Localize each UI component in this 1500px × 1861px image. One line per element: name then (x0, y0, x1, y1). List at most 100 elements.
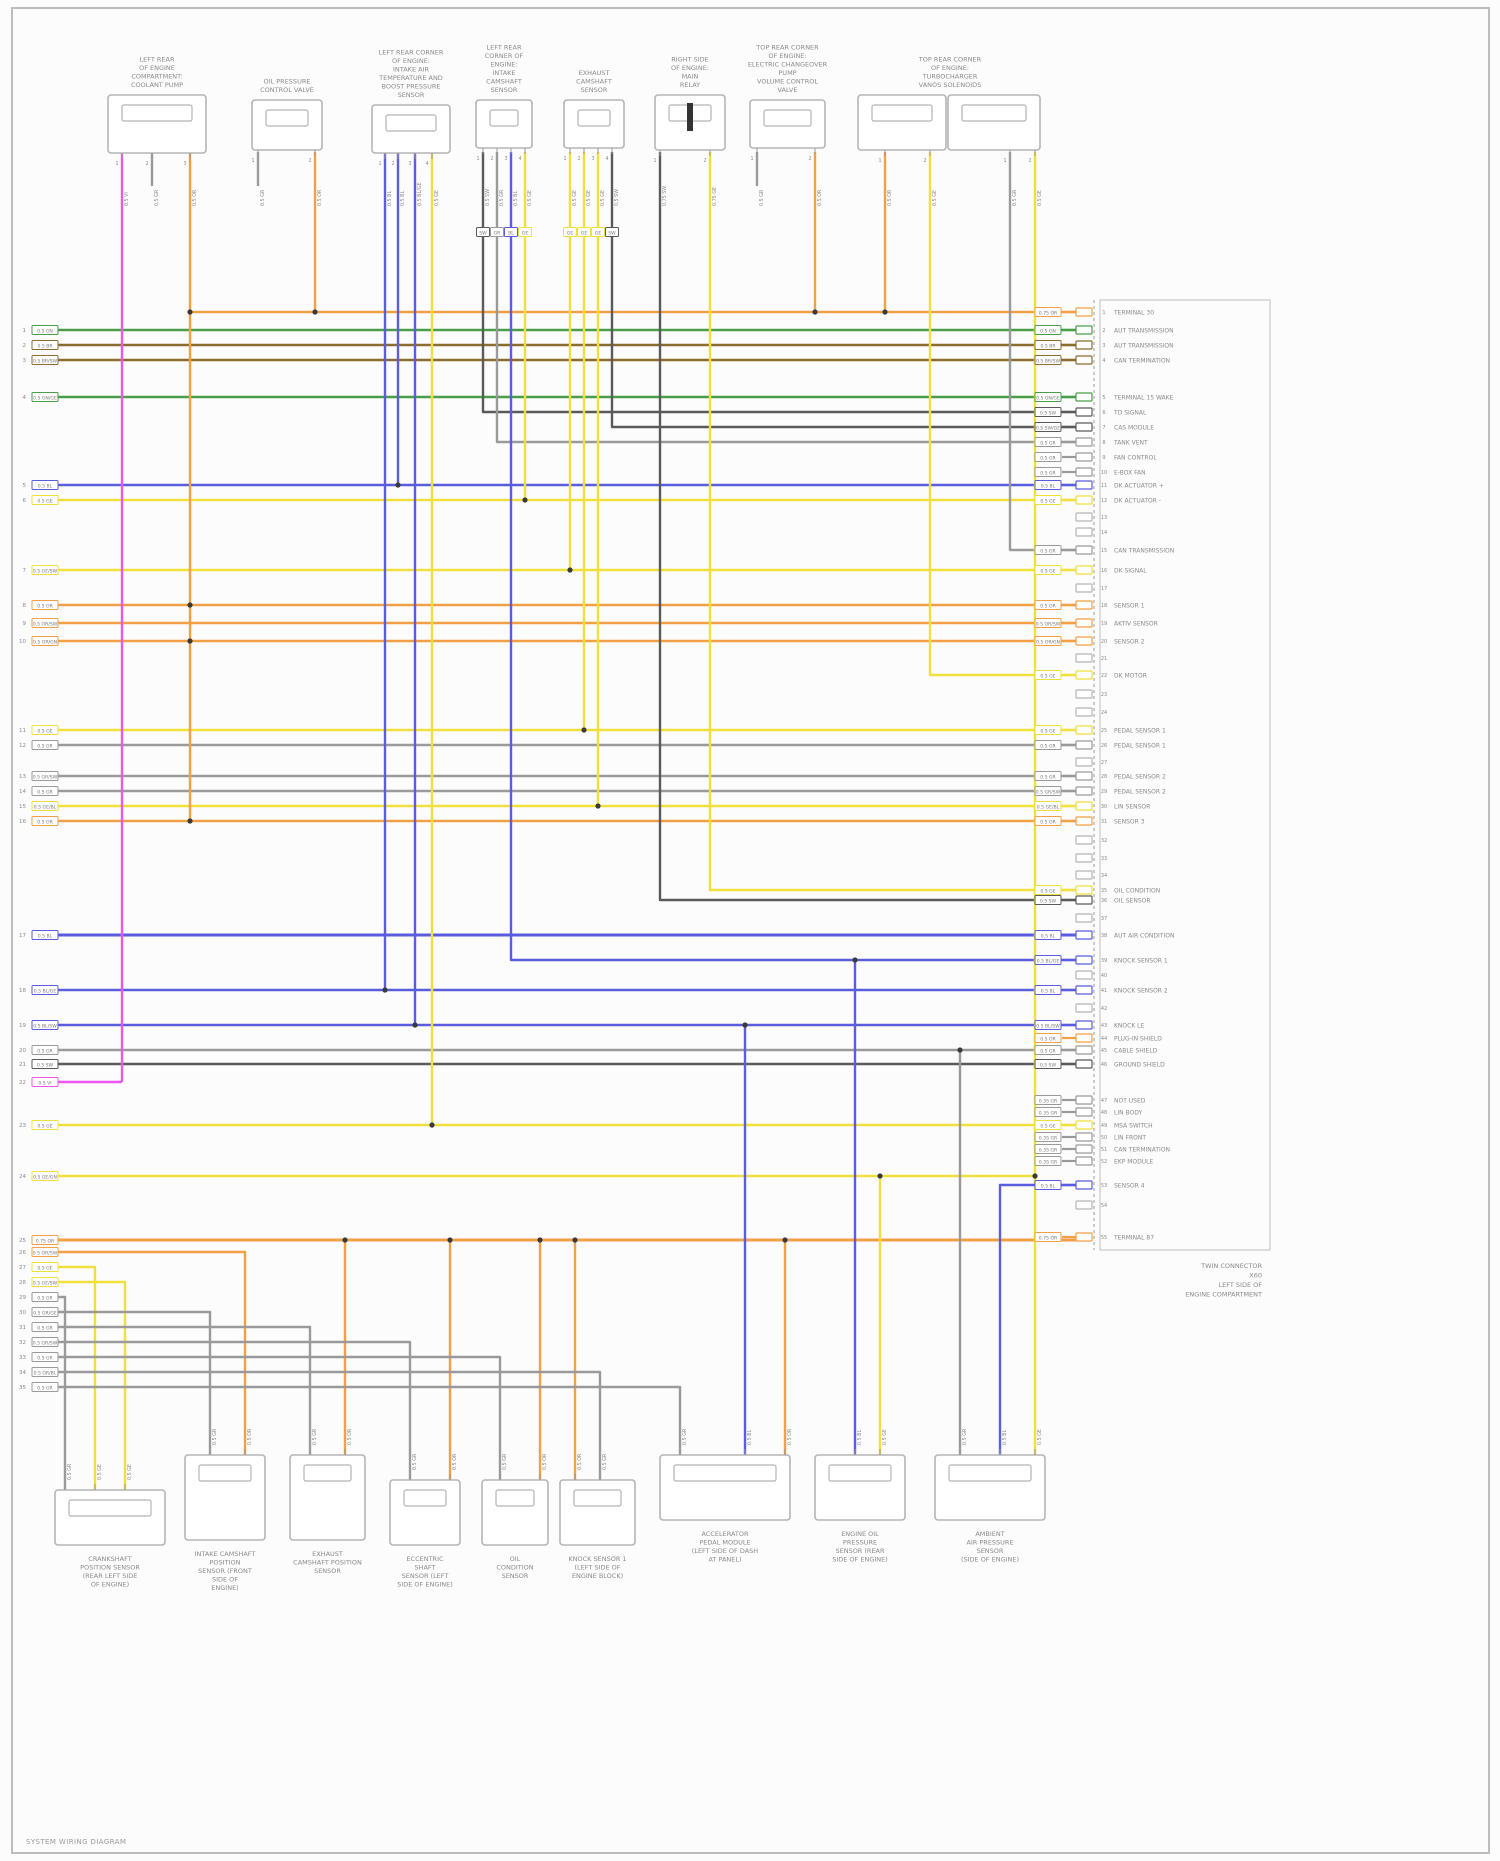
diagram-text: 0.5 GR/GE (33, 1310, 57, 1316)
diagram-text: GE (567, 230, 574, 236)
wire-code-chip (31, 325, 59, 335)
connector-pin-number: 17 (1101, 586, 1107, 592)
pin-code: 0.5 GE (882, 1429, 888, 1445)
wire-code-chip (31, 816, 59, 826)
connector-pin (1075, 895, 1093, 905)
diagram-text: 0.5 SW (1040, 898, 1057, 904)
left-pin-number: 31 (19, 1325, 26, 1331)
connector-pin-number: 10 (1101, 470, 1107, 476)
wire-code-chip (31, 495, 59, 505)
diagram-text: 0.5 GR (37, 743, 53, 749)
connector-pin (1075, 437, 1093, 447)
diagram-text: 0.5 GR (1040, 743, 1056, 749)
wire-code-chip (31, 771, 59, 781)
connector-pin (1075, 835, 1093, 845)
pin-number: 1 (653, 158, 656, 164)
diagram-text: 0.5 GR (37, 1325, 53, 1331)
junction-dot (1032, 1173, 1038, 1179)
connector-pin-number: 54 (1101, 1203, 1107, 1209)
pin-code: 0.5 OR (317, 189, 323, 206)
left-pin-number: 27 (19, 1265, 26, 1271)
junction-dot (742, 1022, 748, 1028)
junction-dot (581, 727, 587, 733)
junction-dot (782, 1237, 788, 1243)
connector-pin-number: 21 (1101, 656, 1107, 662)
connector-pin-number: 2 (1102, 328, 1105, 334)
connector-pin-label: PEDAL SENSOR 1 (1114, 742, 1166, 749)
connector-pin (1075, 307, 1093, 317)
wire-gy (56, 1340, 412, 1480)
connector-pin (1075, 801, 1093, 811)
connector-pin (1075, 1107, 1093, 1117)
connector-pin-number: 45 (1101, 1048, 1107, 1054)
component-label: (REAR LEFT SIDE (83, 1572, 138, 1580)
component-label: OF ENGINE) (91, 1581, 129, 1589)
component-label: LEFT REAR (140, 56, 175, 64)
component-label: SENSOR (491, 86, 518, 94)
diagram-text: 0.5 GE (1040, 728, 1055, 734)
pin-number: 1 (251, 158, 254, 164)
component-label: KNOCK SENSOR 1 (568, 1555, 626, 1563)
connector-pin (1075, 527, 1093, 537)
connector-pin-number: 41 (1101, 988, 1107, 994)
component-label: SENSOR (FRONT (198, 1567, 252, 1575)
connector-pin (1075, 392, 1093, 402)
connector-pin (1075, 1045, 1093, 1055)
diagram-text: 0.5 GR (1040, 470, 1056, 476)
wire-code-chip (31, 1262, 59, 1272)
diagram-text: 0.35 GR (1039, 1110, 1058, 1116)
component-label: (LEFT SIDE OF DASH (692, 1547, 759, 1555)
connector-pin-label: MSA SWITCH (1114, 1122, 1153, 1129)
wire-code-chip (490, 227, 504, 237)
connector-pin-label: TD SIGNAL (1113, 409, 1147, 416)
component-box (749, 99, 826, 149)
connector-pin-number: 19 (1101, 621, 1107, 627)
left-pin-number: 4 (23, 395, 27, 401)
wire-code-chip (1034, 355, 1062, 365)
left-pin-number: 34 (19, 1370, 26, 1376)
diagram-text: 0.5 BL (38, 933, 53, 939)
connector-pin-number: 42 (1101, 1006, 1107, 1012)
pin-number: 2 (577, 156, 580, 162)
connector-pin (1075, 512, 1093, 522)
connector-pin-number: 7 (1102, 425, 1105, 431)
wire-code-chip (1034, 600, 1062, 610)
pin-number: 3 (504, 156, 507, 162)
diagram-text: 0.5 GE/SW (33, 568, 58, 574)
component-box (559, 1479, 636, 1546)
connector-pin (1075, 565, 1093, 575)
connector-pin-number: 15 (1101, 548, 1107, 554)
pin-code: 0.5 GR (502, 1453, 508, 1470)
diagram-text: 0.5 OR (1040, 819, 1056, 825)
diagram-text: 0.5 GR (1040, 1048, 1056, 1054)
component-label: INTAKE CAMSHAFT (195, 1550, 256, 1558)
connector-pin-number: 55 (1101, 1235, 1107, 1241)
wire-gy (1008, 152, 1076, 552)
component-label: AT PANEL) (708, 1556, 741, 1564)
pin-code: 0.5 SW (485, 189, 491, 206)
component-label: CAMSHAFT POSITION (293, 1559, 362, 1567)
component-symbol (403, 1489, 447, 1507)
connector-pin-number: 37 (1101, 916, 1107, 922)
left-pin-number: 35 (19, 1385, 26, 1391)
component-label: TOP REAR CORNER (918, 56, 982, 64)
connector-pin-number: 16 (1101, 568, 1107, 574)
pin-number: 2 (923, 158, 926, 164)
connector-pin-label: PEDAL SENSOR 1 (1114, 727, 1166, 734)
wire-dk (481, 152, 1076, 414)
component-label: CONDITION (496, 1564, 533, 1572)
component-label: CAMSHAFT (576, 78, 612, 86)
pin-number: 3 (408, 161, 411, 167)
wire-ye (928, 152, 1076, 677)
pin-number: 2 (703, 158, 706, 164)
wire-code-chip (31, 801, 59, 811)
diagram-text: 0.5 OR (1040, 1036, 1056, 1042)
junction-dot (572, 1237, 578, 1243)
diagram-text: 0.5 OR/GN (1036, 639, 1060, 645)
component-label: EXHAUST (579, 69, 610, 77)
diagram-text: 0.5 GR (37, 1048, 53, 1054)
connector-pin (1075, 325, 1093, 335)
wire-code-chip (31, 1020, 59, 1030)
connector-pin-number: 26 (1101, 743, 1107, 749)
wire-code-chip (1034, 307, 1062, 317)
